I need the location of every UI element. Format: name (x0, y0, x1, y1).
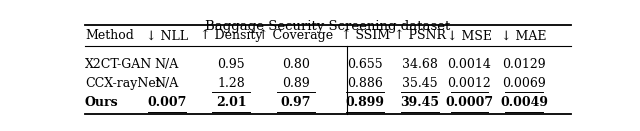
Text: 0.655: 0.655 (348, 58, 383, 71)
Text: 1.28: 1.28 (218, 77, 245, 90)
Text: 0.80: 0.80 (282, 58, 310, 71)
Text: 0.0012: 0.0012 (447, 77, 492, 90)
Text: 2.01: 2.01 (216, 96, 246, 109)
Text: 35.45: 35.45 (402, 77, 438, 90)
Text: 0.0129: 0.0129 (502, 58, 546, 71)
Text: 0.0014: 0.0014 (447, 58, 492, 71)
Text: Method: Method (85, 29, 134, 42)
Text: 0.0069: 0.0069 (502, 77, 546, 90)
Text: 0.89: 0.89 (282, 77, 310, 90)
Text: Baggage Security Screening dataset: Baggage Security Screening dataset (205, 20, 451, 33)
Text: 0.0007: 0.0007 (445, 96, 493, 109)
Text: ↓ MAE: ↓ MAE (501, 29, 547, 42)
Text: 34.68: 34.68 (402, 58, 438, 71)
Text: N/A: N/A (155, 77, 179, 90)
Text: ↑ Coverage: ↑ Coverage (258, 29, 333, 42)
Text: ↓ MSE: ↓ MSE (447, 29, 492, 42)
Text: 0.97: 0.97 (280, 96, 311, 109)
Text: ↑ PSNR: ↑ PSNR (394, 29, 446, 42)
Text: 0.95: 0.95 (218, 58, 245, 71)
Text: ↓ NLL: ↓ NLL (146, 29, 188, 42)
Text: 39.45: 39.45 (400, 96, 439, 109)
Text: Ours: Ours (85, 96, 118, 109)
Text: ↑ SSIM: ↑ SSIM (340, 29, 390, 42)
Text: 0.899: 0.899 (346, 96, 385, 109)
Text: CCX-rayNet: CCX-rayNet (85, 77, 161, 90)
Text: 0.007: 0.007 (147, 96, 186, 109)
Text: X2CT-GAN: X2CT-GAN (85, 58, 152, 71)
Text: N/A: N/A (155, 58, 179, 71)
Text: 0.886: 0.886 (348, 77, 383, 90)
Text: ↑ Density: ↑ Density (200, 29, 262, 42)
Text: 0.0049: 0.0049 (500, 96, 548, 109)
